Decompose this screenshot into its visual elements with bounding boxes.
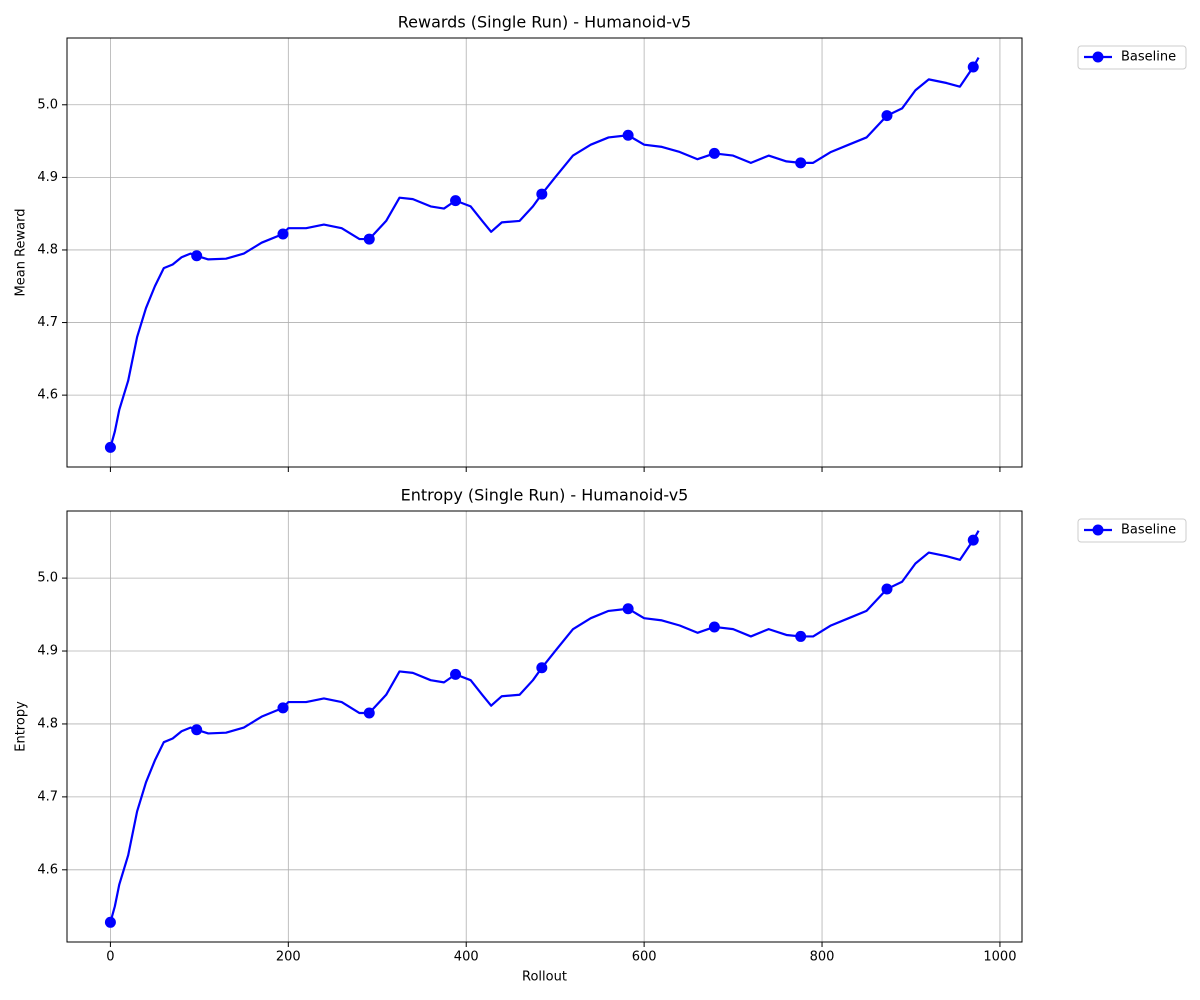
- data-point: [104, 441, 116, 453]
- data-point: [191, 724, 203, 736]
- y-tick-label: 5.0: [37, 97, 58, 112]
- y-tick-label: 4.6: [37, 862, 58, 877]
- y-tick-label: 4.6: [37, 388, 58, 403]
- y-axis-label: Mean Reward: [14, 209, 29, 297]
- x-tick-label: 400: [454, 950, 479, 965]
- y-tick-label: 4.7: [37, 789, 58, 804]
- y-tick-label: 4.9: [37, 644, 58, 659]
- data-point: [708, 621, 720, 633]
- legend-label: Baseline: [1121, 523, 1176, 538]
- legend-marker: [1092, 524, 1104, 536]
- data-point: [795, 157, 807, 169]
- data-point: [967, 534, 979, 546]
- data-point: [881, 583, 893, 595]
- y-tick-label: 4.9: [37, 170, 58, 185]
- data-point: [536, 662, 548, 674]
- legend-marker: [1092, 51, 1104, 63]
- x-tick-label: 0: [106, 950, 114, 965]
- data-point: [277, 228, 289, 240]
- data-point: [967, 61, 979, 73]
- legend: Baseline: [1077, 518, 1187, 543]
- legend: Baseline: [1077, 45, 1187, 70]
- y-tick-label: 4.7: [37, 315, 58, 330]
- chart-title: Rewards (Single Run) - Humanoid-v5: [398, 13, 691, 32]
- x-tick-label: 600: [632, 950, 657, 965]
- data-point: [277, 702, 289, 714]
- plot-frame: [66, 510, 1023, 943]
- data-line: [109, 530, 980, 923]
- data-point: [104, 916, 116, 928]
- data-point: [795, 630, 807, 642]
- x-tick-label: 200: [276, 950, 301, 965]
- plot-frame: [66, 37, 1023, 468]
- data-line: [109, 57, 980, 448]
- data-point: [622, 603, 634, 615]
- subplot: Entropy (Single Run) - Humanoid-v5 Entrop…: [14, 486, 1187, 985]
- data-point: [363, 707, 375, 719]
- x-axis-label: Rollout: [522, 970, 567, 985]
- data-point: [881, 110, 893, 122]
- data-point: [363, 233, 375, 245]
- data-point: [450, 668, 462, 680]
- data-point: [191, 250, 203, 262]
- data-point: [708, 147, 720, 159]
- data-point: [536, 188, 548, 200]
- x-tick-label: 1000: [983, 950, 1016, 965]
- y-tick-label: 5.0: [37, 571, 58, 586]
- subplot: Rewards (Single Run) - Humanoid-v5 Mean R…: [14, 13, 1187, 472]
- data-point: [450, 195, 462, 207]
- y-tick-label: 4.8: [37, 716, 58, 731]
- y-tick-label: 4.8: [37, 242, 58, 257]
- legend-box: [1077, 518, 1187, 543]
- legend-box: [1077, 45, 1187, 70]
- x-tick-label: 800: [810, 950, 835, 965]
- data-point: [622, 129, 634, 141]
- chart-title: Entropy (Single Run) - Humanoid-v5: [401, 486, 689, 505]
- legend-label: Baseline: [1121, 50, 1176, 65]
- y-axis-label: Entropy: [14, 701, 29, 752]
